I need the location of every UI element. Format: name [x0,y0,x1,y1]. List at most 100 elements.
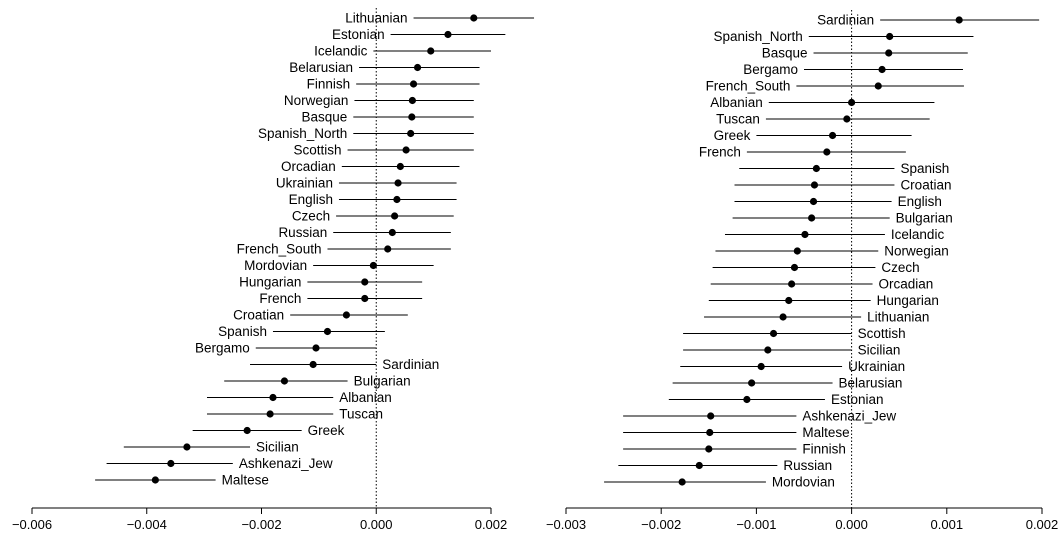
population-label: Croatian [900,178,951,193]
population-label: French [699,145,741,160]
estimate-point [706,428,714,437]
population-label: Lithuanian [345,11,407,26]
population-label: Scottish [294,143,342,158]
estimate-point [269,393,277,402]
estimate-point [788,280,796,288]
population-label: Belarusian [839,376,903,391]
estimate-point [695,461,703,470]
population-label: Orcadian [879,277,934,292]
estimate-point [955,16,963,24]
population-label: Albanian [710,95,763,110]
estimate-point [764,346,772,354]
estimate-point [402,146,410,154]
estimate-point [810,181,819,189]
population-label: Icelandic [314,44,368,59]
estimate-point [801,230,809,239]
population-label: Ukrainian [848,359,905,374]
population-label: Spanish [900,161,949,176]
estimate-point [812,164,820,173]
population-label: Bulgarian [896,211,953,226]
population-label: Estonian [831,392,884,407]
estimate-point [790,263,799,272]
population-label: Ashkenazi_Jew [239,456,333,471]
population-label: Scottish [858,326,906,341]
estimate-point [407,129,415,138]
population-label: Estonian [332,27,385,42]
estimate-point [151,476,159,484]
estimate-point [280,377,289,385]
estimate-point [808,214,816,222]
population-label: Czech [881,260,919,275]
population-label: English [289,192,333,207]
estimate-point [369,261,377,270]
estimate-point [312,344,320,352]
population-label: Norwegian [884,244,949,259]
population-label: Czech [292,209,330,224]
estimate-point [874,82,882,90]
estimate-point [779,313,787,321]
x-tick-label: −0.003 [546,517,586,532]
estimate-point [843,115,851,123]
estimate-point [427,47,435,55]
estimate-point [785,296,793,305]
population-label: Sardinian [382,357,439,372]
estimate-point [823,148,831,156]
estimate-point [470,14,478,22]
estimate-point [388,228,396,237]
population-label: Russian [278,225,327,240]
population-label: French_South [706,79,791,94]
population-label: Finnish [307,77,351,92]
estimate-point [323,327,332,336]
population-label: Norwegian [284,93,349,108]
population-label: Spanish_North [713,29,802,44]
estimate-point [769,329,778,338]
estimate-point [444,30,452,39]
estimate-point [413,63,422,72]
population-label: Belarusian [289,60,353,75]
estimate-point [793,247,801,255]
x-tick-label: 0.002 [1026,517,1059,532]
estimate-point [848,98,856,107]
estimate-point [809,197,818,206]
estimate-point [394,179,402,187]
population-label: English [898,194,942,209]
population-label: Greek [714,128,751,143]
x-tick-label: −0.004 [127,517,167,532]
population-label: Basque [762,46,808,61]
population-label: Hungarian [239,275,301,290]
estimate-point [384,245,392,253]
estimate-point [886,32,894,41]
estimate-point [828,131,837,140]
estimate-point [243,426,251,435]
population-label: Tuscan [716,112,760,127]
population-label: Spanish [218,324,267,339]
estimate-point [266,410,274,418]
estimate-point [393,195,401,204]
estimate-point [409,80,418,88]
estimate-point [361,294,369,303]
population-label: Maltese [222,473,269,488]
population-label: Ashkenazi_Jew [802,409,896,424]
x-tick-label: 0.000 [360,517,393,532]
population-label: Bergamo [195,341,250,356]
population-label: Greek [308,423,345,438]
population-label: Maltese [802,425,849,440]
population-label: Sicilian [858,343,901,358]
estimate-point [391,212,399,220]
population-label: Icelandic [891,227,945,242]
estimate-point [748,379,756,387]
population-label: Albanian [339,390,392,405]
estimate-point [707,412,715,420]
estimate-point [396,162,404,171]
population-label: French_South [237,242,322,257]
x-tick-label: 0.000 [835,517,868,532]
estimate-point [885,49,893,57]
estimate-point [408,113,416,121]
estimate-point [678,478,686,486]
population-label: Spanish_North [258,126,347,141]
population-label: French [259,291,301,306]
population-label: Basque [302,110,348,125]
estimate-point [878,65,886,74]
estimate-point [183,443,191,451]
